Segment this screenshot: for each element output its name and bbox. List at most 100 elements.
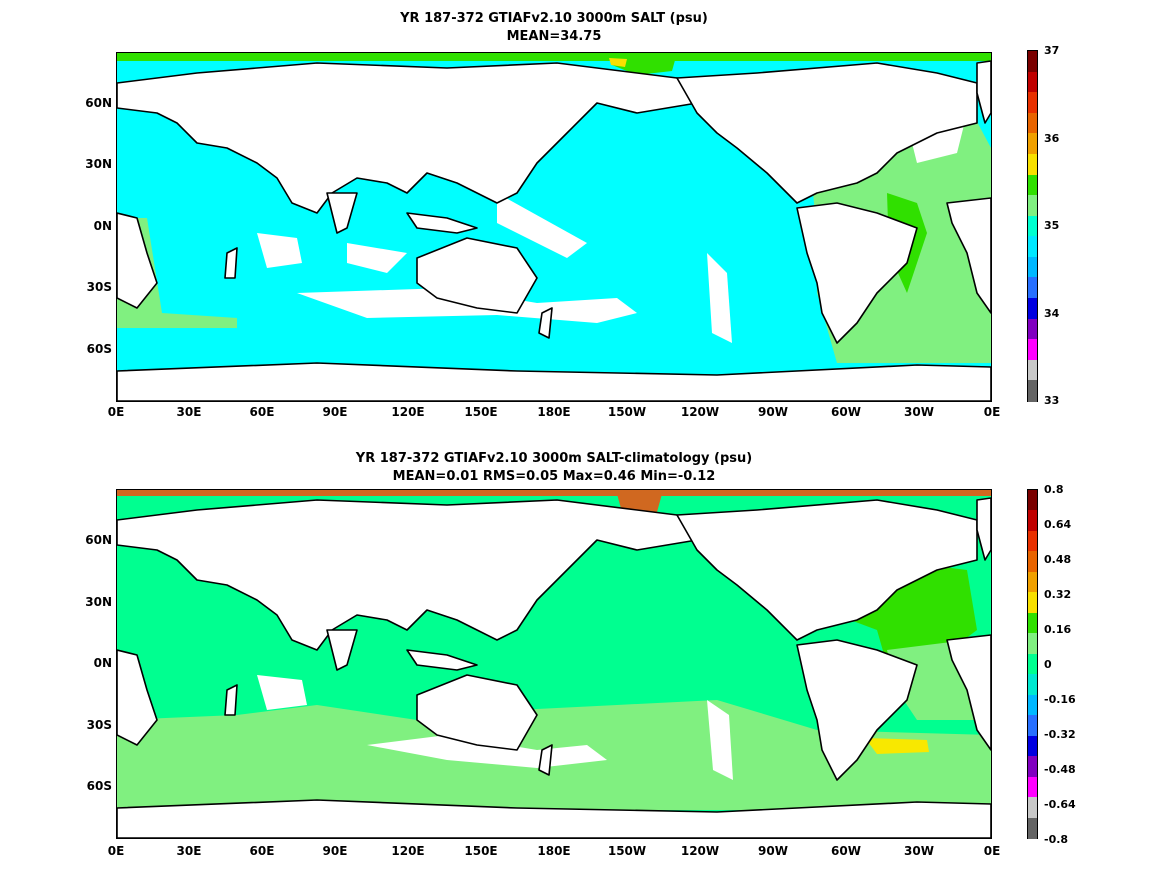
- colorbar-segment: [1028, 215, 1037, 238]
- antarctica-land: [117, 799, 991, 838]
- lat-label-60s: 60S: [86, 779, 112, 793]
- lat-label-60n: 60N: [85, 533, 112, 547]
- colorbar-segment: [1028, 318, 1037, 341]
- colorbar-segment: [1028, 776, 1037, 799]
- lat-label-30s: 30S: [86, 280, 112, 294]
- colorbar-segment: [1028, 153, 1037, 176]
- lat-label-60n: 60N: [85, 96, 112, 110]
- colorbar-segment: [1028, 715, 1037, 737]
- colorbar-segment: [1028, 756, 1037, 778]
- top-map-panel: YR 187-372 GTIAFv2.10 3000m SALT (psu) M…: [0, 0, 1167, 435]
- lat-label-0n: 0N: [93, 656, 112, 670]
- shallow-area: [347, 243, 407, 273]
- lat-label-60s: 60S: [86, 342, 112, 356]
- colorbar-segment: [1028, 530, 1037, 553]
- north-america-land: [676, 62, 978, 204]
- colorbar-segment: [1028, 551, 1037, 573]
- colorbar-segment: [1028, 71, 1037, 94]
- bottom-map-panel: YR 187-372 GTIAFv2.10 3000m SALT-climato…: [0, 435, 1167, 875]
- bottom-colorbar-label: -0.32: [1044, 728, 1076, 741]
- yellow-patch-south-atlantic: [865, 738, 929, 754]
- lon-label: 180E: [537, 405, 571, 419]
- bottom-colorbar-label: 0.32: [1044, 588, 1072, 601]
- lon-label: 150W: [607, 844, 647, 858]
- colorbar-segment: [1028, 195, 1037, 217]
- lat-label-0n: 0N: [93, 219, 112, 233]
- lat-label-30n: 30N: [85, 595, 112, 609]
- top-colorbar: [1027, 50, 1038, 403]
- top-colorbar-label: 34: [1044, 307, 1060, 320]
- new-zealand-land: [538, 744, 553, 776]
- top-colorbar-label: 37: [1044, 44, 1060, 57]
- arctic-orange-strip: [117, 490, 991, 496]
- top-map-title: YR 187-372 GTIAFv2.10 3000m SALT (psu) M…: [116, 10, 992, 46]
- colorbar-segment: [1028, 112, 1037, 135]
- colorbar-segment: [1028, 51, 1037, 73]
- land-masses: [117, 497, 991, 838]
- colorbar-segment: [1028, 490, 1037, 512]
- greenland-land: [976, 497, 991, 561]
- colorbar-segment: [1028, 92, 1037, 114]
- africa-west-land: [946, 197, 991, 314]
- arctic-green-patch: [607, 53, 677, 75]
- colorbar-segment: [1028, 735, 1037, 758]
- south-america-land: [796, 202, 918, 344]
- top-title-line2: MEAN=34.75: [506, 29, 602, 44]
- lon-label: 0E: [107, 844, 125, 858]
- top-colorbar-label: 35: [1044, 219, 1060, 232]
- colorbar-segment: [1028, 510, 1037, 532]
- lon-label: 150W: [607, 405, 647, 419]
- australia-land: [416, 674, 538, 751]
- lon-label: 60W: [831, 844, 861, 858]
- arctic-green-strip: [117, 53, 991, 61]
- lon-label: 30E: [176, 844, 202, 858]
- top-map-plot: [116, 52, 992, 402]
- colorbar-segment: [1028, 277, 1037, 300]
- colorbar-segment: [1028, 817, 1037, 840]
- lat-label-30s: 30S: [86, 718, 112, 732]
- lon-label: 90E: [322, 405, 348, 419]
- eurasia-land: [117, 62, 698, 214]
- colorbar-segment: [1028, 133, 1037, 155]
- bottom-colorbar: [1027, 489, 1038, 840]
- lon-label: 120W: [680, 844, 720, 858]
- colorbar-segment: [1028, 256, 1037, 279]
- shallow-area: [497, 193, 587, 258]
- australia-land: [416, 237, 538, 314]
- indonesia-land: [406, 212, 478, 234]
- lon-label: 60E: [249, 844, 275, 858]
- bottom-colorbar-label: 0.64: [1044, 518, 1072, 531]
- colorbar-segment: [1028, 633, 1037, 655]
- colorbar-segment: [1028, 359, 1037, 382]
- bottom-title-line2: MEAN=0.01 RMS=0.05 Max=0.46 Min=-0.12: [392, 469, 716, 484]
- colorbar-segment: [1028, 236, 1037, 258]
- lat-label-30n: 30N: [85, 157, 112, 171]
- top-colorbar-label: 36: [1044, 132, 1060, 145]
- colorbar-segment: [1028, 612, 1037, 635]
- lon-label: 90W: [758, 844, 788, 858]
- south-america-land: [796, 639, 918, 781]
- colorbar-segment: [1028, 298, 1037, 320]
- lon-label: 150E: [464, 844, 498, 858]
- colorbar-segment: [1028, 797, 1037, 819]
- lon-label: 120E: [391, 844, 425, 858]
- colorbar-segment: [1028, 653, 1037, 676]
- bottom-colorbar-label: 0.8: [1044, 483, 1064, 496]
- africa-east-land: [117, 649, 158, 746]
- shallow-area: [707, 253, 732, 343]
- bottom-map-svg: [117, 490, 991, 838]
- lon-label: 150E: [464, 405, 498, 419]
- bottom-colorbar-label: -0.48: [1044, 763, 1076, 776]
- bottom-colorbar-label: -0.16: [1044, 693, 1076, 706]
- india-land: [326, 192, 358, 234]
- lon-label: 180E: [537, 844, 571, 858]
- greenland-land: [976, 60, 991, 124]
- lon-label: 30E: [176, 405, 202, 419]
- shallow-area: [707, 700, 733, 780]
- arctic-yellow-patch: [609, 58, 627, 67]
- land-masses: [117, 60, 991, 401]
- madagascar-land: [224, 684, 238, 716]
- shallow-area: [257, 233, 302, 268]
- new-zealand-land: [538, 307, 553, 339]
- lon-label: 30W: [904, 844, 934, 858]
